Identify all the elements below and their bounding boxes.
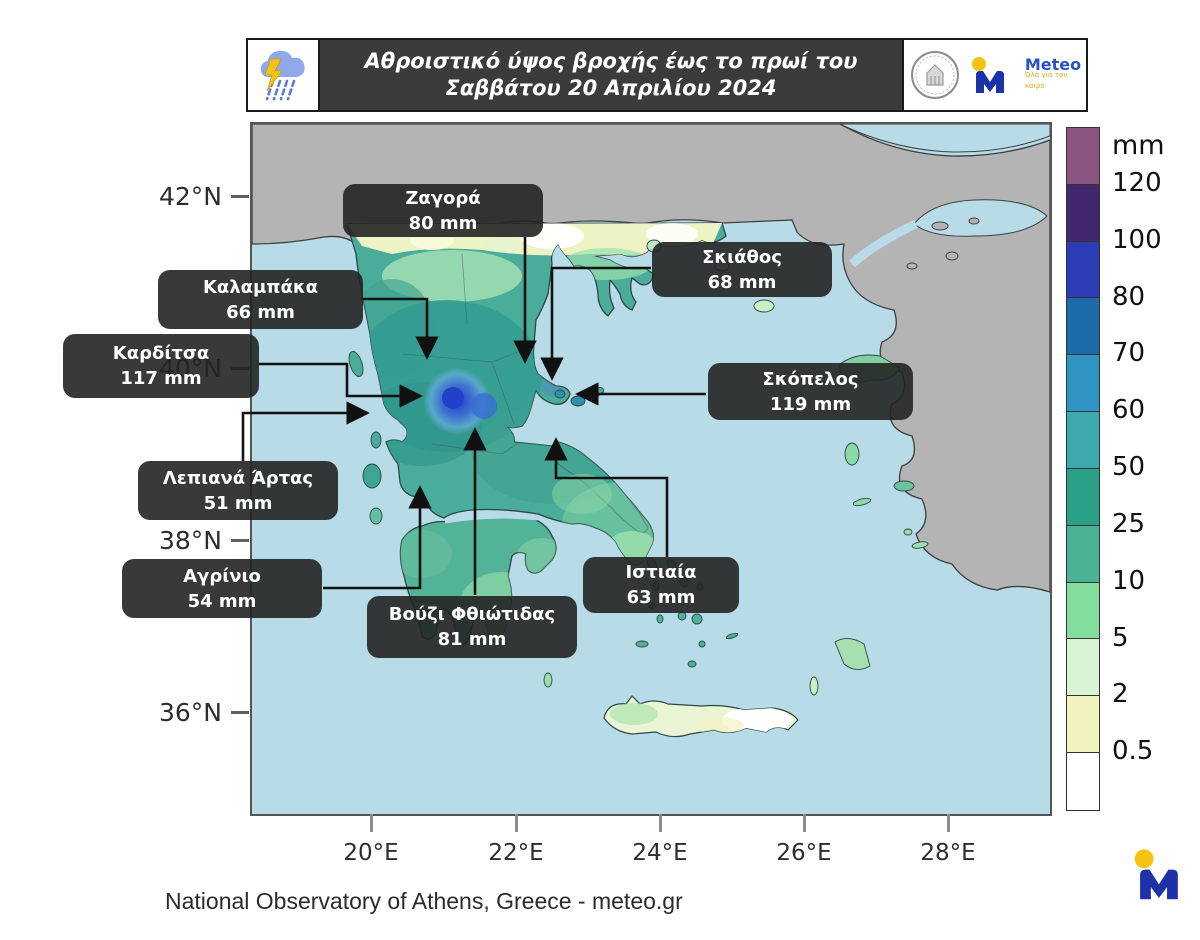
station-value: 66 mm (226, 301, 295, 323)
station-value: 119 mm (769, 393, 852, 415)
colorbar-segment (1067, 696, 1099, 754)
black-sea (839, 123, 1051, 153)
colorbar-tick-label: 120 (1112, 167, 1162, 198)
station-name: Καρδίτσα (112, 343, 210, 364)
station-name: Αγρίνιο (183, 565, 261, 587)
station-name: Ζαγορά (405, 187, 481, 209)
station-value: 80 mm (408, 212, 478, 234)
station-value: 117 mm (120, 368, 202, 389)
station-value: 81 mm (437, 629, 507, 650)
header-logos: Meteo Όλα για τον καιρό (902, 40, 1086, 110)
lon-label-20e: 20°E (343, 840, 399, 866)
station-name: Σκιάθος (702, 246, 782, 268)
colorbar-segment (1067, 298, 1099, 356)
colorbar (1066, 127, 1100, 811)
lat-label-36n: 36°N (158, 698, 222, 727)
station-label-vouzi-fthiotidas: Βούζι Φθιώτιδας 81 mm (367, 596, 577, 658)
lon-label-22e: 22°E (488, 840, 544, 866)
colorbar-tick-label: 5 (1112, 622, 1129, 653)
lon-tick (370, 814, 373, 832)
colorbar-segment (1067, 639, 1099, 697)
lon-label-24e: 24°E (632, 840, 688, 866)
station-label-istiaia: Ιστιαία 63 mm (583, 557, 739, 613)
colorbar-tick-label: 100 (1112, 224, 1162, 255)
map-title-line2: Σαββάτου 20 Απριλίου 2024 (445, 76, 777, 100)
station-name: Σκόπελος (762, 368, 859, 390)
credit-text: National Observatory of Athens, Greece -… (165, 888, 683, 914)
colorbar-tick-label: 25 (1112, 508, 1146, 539)
colorbar-segment (1067, 412, 1099, 469)
colorbar-segment (1067, 241, 1099, 299)
station-label-kalabaka: Καλαμπάκα 66 mm (158, 270, 363, 329)
lat-label-38n: 38°N (158, 526, 222, 555)
station-label-skiathos: Σκιάθος 68 mm (652, 242, 832, 297)
lat-tick (231, 195, 249, 198)
colorbar-tick-label: 2 (1112, 679, 1129, 710)
meteo-m-icon (1134, 849, 1178, 900)
station-label-karditsa: Καρδίτσα 117 mm (63, 334, 259, 398)
lat-label-42n: 42°N (158, 182, 222, 211)
header-bar: Αθροιστικό ύψος βροχής έως το πρωί του Σ… (246, 38, 1088, 112)
lon-tick (947, 814, 950, 832)
lon-tick (659, 814, 662, 832)
colorbar-tick-label: 10 (1112, 565, 1146, 596)
meteo-brand-name: Meteo (1024, 54, 1082, 74)
colorbar-tick-label: 50 (1112, 452, 1146, 482)
colorbar-tick-label: 60 (1112, 395, 1146, 426)
colorbar-tick-label: 70 (1112, 338, 1146, 369)
meteo-m-icon (971, 57, 1004, 93)
colorbar-segment (1067, 753, 1099, 810)
station-label-lepiana-artas: Λεπιανά Άρτας 51 mm (138, 461, 338, 520)
dardanelles-strait (849, 219, 918, 268)
lat-tick (231, 539, 249, 542)
lon-label-26e: 26°E (776, 840, 832, 866)
gulf-of-corinth (444, 513, 539, 524)
station-label-skopelos: Σκόπελος 119 mm (708, 363, 913, 420)
colorbar-tick-label: 80 (1112, 281, 1146, 312)
station-value: 68 mm (707, 271, 777, 293)
colorbar-tick-label: 0.5 (1112, 736, 1154, 767)
station-name: Ιστιαία (625, 562, 697, 583)
meteo-brand-tagline: Όλα για τον καιρό (1024, 70, 1068, 90)
lon-tick (803, 814, 806, 832)
colorbar-segment (1067, 184, 1099, 242)
noa-seal-icon (910, 51, 959, 99)
lat-tick (231, 711, 249, 714)
colorbar-unit: mm (1112, 130, 1165, 161)
map-title-line1: Αθροιστικό ύψος βροχής έως το πρωί του (364, 49, 858, 73)
meteo-wordmark: Meteo Όλα για τον καιρό (1024, 54, 1082, 92)
lon-label-28e: 28°E (920, 840, 976, 866)
station-name: Καλαμπάκα (202, 276, 319, 298)
ne-aegean-gray-islands (906, 217, 980, 270)
colorbar-segment (1067, 468, 1099, 526)
station-label-agrinio: Αγρίνιο 54 mm (122, 559, 322, 618)
colorbar-segments (1067, 128, 1099, 810)
station-value: 63 mm (626, 587, 696, 608)
colorbar-segment (1067, 525, 1099, 583)
map-corner-brand: Meteo Όλα για τον καιρό (1132, 848, 1200, 902)
lon-tick (515, 814, 518, 832)
station-value: 54 mm (187, 590, 257, 612)
colorbar-segment (1067, 355, 1099, 413)
station-name: Λεπιανά Άρτας (162, 467, 314, 489)
map-title: Αθροιστικό ύψος βροχής έως το πρωί του Σ… (320, 40, 902, 110)
storm-cloud-icon (248, 40, 320, 110)
colorbar-segment (1067, 128, 1099, 185)
colorbar-segment (1067, 582, 1099, 640)
station-label-zagora: Ζαγορά 80 mm (343, 184, 543, 237)
station-name: Βούζι Φθιώτιδας (388, 604, 556, 625)
station-value: 51 mm (203, 492, 273, 514)
